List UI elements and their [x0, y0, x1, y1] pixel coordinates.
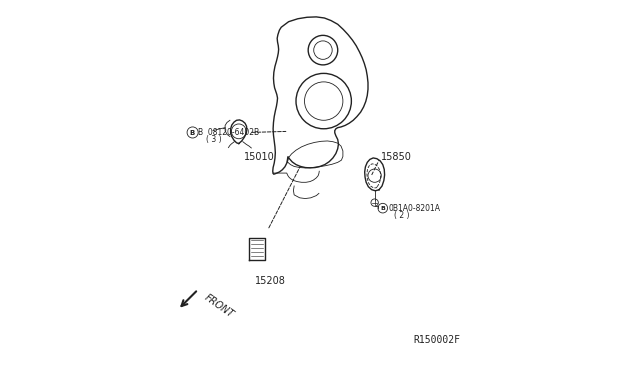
Text: R150002F: R150002F: [413, 335, 460, 345]
Text: B: B: [380, 206, 385, 211]
Text: 15850: 15850: [381, 152, 412, 162]
Text: B  08120-6402B: B 08120-6402B: [198, 128, 259, 137]
Text: FRONT: FRONT: [203, 292, 236, 320]
Text: ( 2 ): ( 2 ): [394, 211, 410, 220]
Text: 15208: 15208: [255, 276, 286, 286]
Text: 15010: 15010: [244, 152, 275, 162]
Text: 0B1A0-8201A: 0B1A0-8201A: [388, 203, 440, 213]
Text: B: B: [189, 130, 195, 136]
Text: ( 3 ): ( 3 ): [205, 135, 221, 144]
